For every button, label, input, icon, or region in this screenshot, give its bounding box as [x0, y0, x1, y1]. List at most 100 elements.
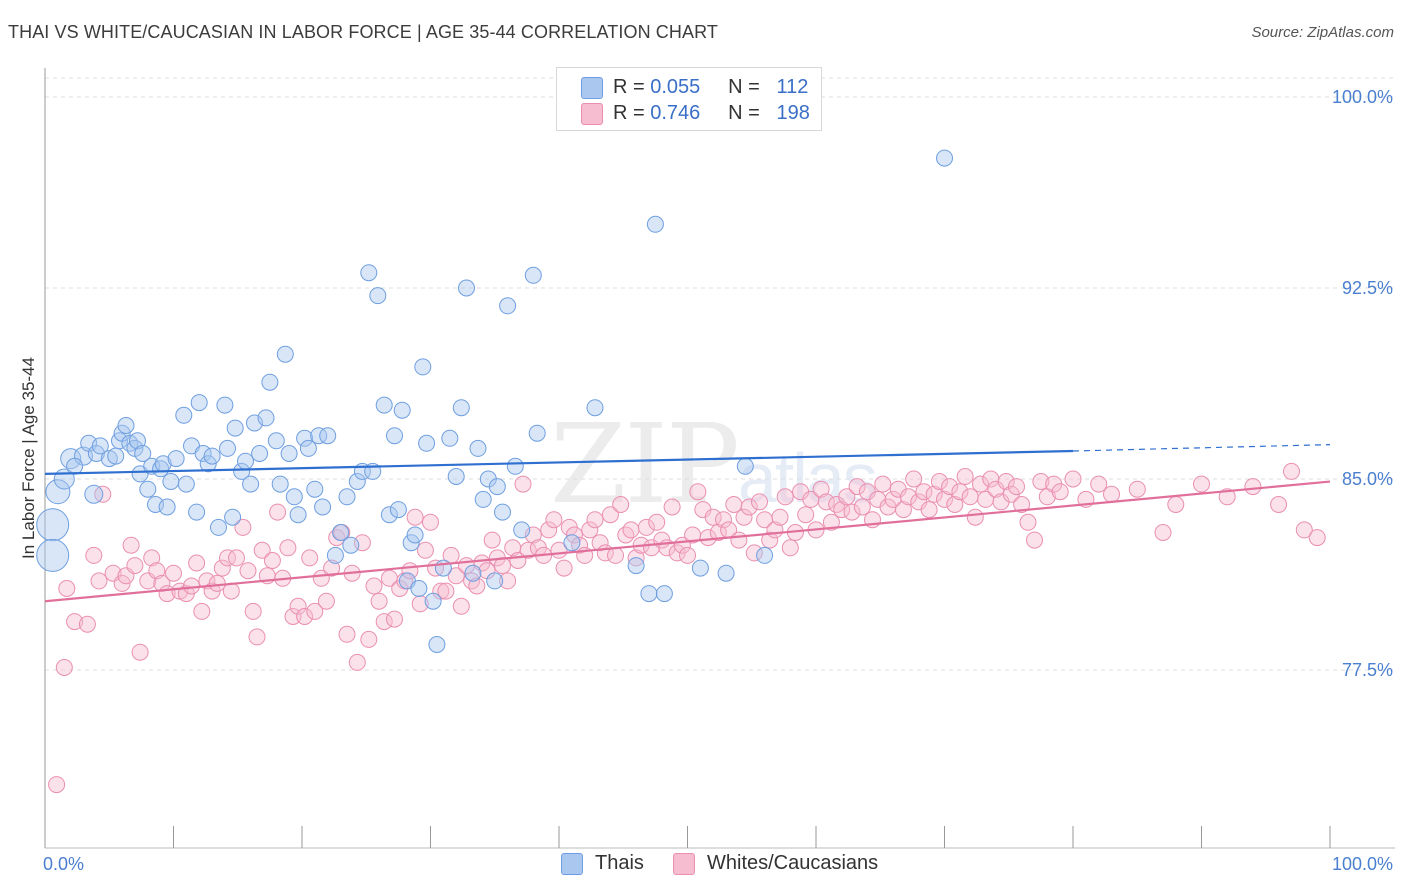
whites-point	[284, 608, 302, 625]
thais-point	[285, 488, 303, 506]
legend-r-value: 0.746	[650, 102, 701, 124]
thais-point	[271, 475, 289, 493]
x-tick-label-left: 0.0%	[43, 854, 84, 874]
whites-point	[771, 508, 789, 526]
whites-point	[468, 577, 486, 595]
whites-point	[545, 511, 563, 529]
whites-point	[797, 506, 815, 524]
thais-point	[306, 480, 324, 498]
whites-point	[193, 602, 211, 620]
axes	[44, 68, 1395, 849]
thais-point	[393, 401, 411, 419]
whites-point	[234, 518, 252, 536]
thais-point	[36, 508, 70, 542]
thais-point	[447, 468, 465, 485]
whites-point	[833, 501, 851, 519]
legend-n-label: N =	[728, 76, 760, 98]
thais-point	[464, 564, 482, 582]
thais-point	[326, 546, 344, 564]
thais-point	[129, 432, 146, 450]
whites-point	[555, 559, 573, 577]
whites-point	[188, 554, 206, 572]
whites-point	[776, 488, 794, 506]
whites-point	[348, 653, 366, 671]
whites-point	[422, 513, 439, 531]
whites-point	[1295, 521, 1313, 539]
y-tick-label: 92.5%	[1342, 278, 1393, 298]
thais-point	[348, 473, 366, 490]
whites-point	[540, 521, 558, 539]
whites-point	[961, 488, 979, 506]
thais-point	[418, 434, 436, 452]
whites-point	[761, 531, 779, 549]
thais-point	[203, 447, 221, 465]
thais-point	[494, 503, 511, 521]
thais-point	[406, 526, 424, 544]
thais-point	[414, 358, 432, 376]
bottom-legend-swatch-thais	[561, 853, 583, 875]
whites-point	[709, 524, 727, 541]
bottom-legend-swatch-whites	[673, 853, 695, 875]
whites-point	[843, 503, 861, 521]
thais-point	[267, 432, 285, 450]
thais-point	[314, 498, 332, 516]
whites-point	[966, 508, 984, 526]
watermark: ZIPatlas	[550, 400, 878, 528]
thais-point	[646, 215, 664, 233]
whites-point	[617, 526, 635, 544]
correlation-legend: R = 0.055 N = 112 R = 0.746 N = 198	[556, 67, 822, 131]
thais-point	[134, 445, 152, 462]
thais-point	[280, 445, 298, 462]
thais-point	[691, 559, 709, 577]
thais-point	[524, 266, 542, 284]
whites-point	[514, 475, 532, 493]
whites-point	[1270, 496, 1288, 513]
whites-point	[1167, 496, 1185, 513]
thais-point	[434, 559, 452, 577]
thais-point	[428, 636, 446, 653]
thais-point	[107, 447, 125, 465]
whites-point	[447, 567, 465, 585]
y-tick-label: 85.0%	[1342, 469, 1393, 489]
thais-point	[486, 572, 504, 590]
y-tick-label: 77.5%	[1342, 660, 1393, 680]
legend-swatch-whites	[581, 103, 603, 125]
whites-point	[244, 602, 262, 620]
thais-point	[261, 373, 279, 391]
thais-point	[219, 439, 236, 457]
whites-point	[126, 557, 144, 575]
whites-point	[812, 480, 830, 498]
whites-point	[848, 478, 866, 496]
whites-point	[165, 564, 182, 582]
thais-point	[441, 429, 459, 447]
whites-point	[1090, 475, 1108, 493]
x-tick-label-right: 100.0%	[1332, 854, 1393, 874]
whites-point	[735, 508, 753, 526]
thais-point	[375, 396, 393, 414]
whites-point	[601, 506, 619, 524]
whites-point	[745, 544, 763, 562]
whites-point	[437, 582, 455, 600]
thais-point	[310, 427, 328, 445]
thais-trend-extension	[1072, 444, 1331, 452]
thais-point	[296, 429, 314, 447]
whites-point	[122, 536, 140, 554]
whites-point	[386, 610, 403, 628]
thais-point	[528, 424, 546, 442]
whites-point	[370, 592, 388, 610]
whites-point	[679, 546, 696, 564]
whites-point	[874, 475, 892, 493]
whites-point	[822, 513, 840, 531]
legend-n-value: 112	[776, 76, 809, 98]
grid-lines	[45, 77, 1395, 671]
thais-point	[342, 536, 360, 554]
whites-point	[360, 630, 378, 648]
whites-point	[55, 659, 73, 676]
thais-point	[338, 488, 356, 506]
whites-point	[279, 539, 297, 557]
data-points	[36, 149, 1326, 794]
thais-point	[936, 149, 953, 167]
thais-point	[424, 592, 442, 610]
whites-point	[416, 541, 434, 559]
thais-point	[488, 478, 506, 496]
